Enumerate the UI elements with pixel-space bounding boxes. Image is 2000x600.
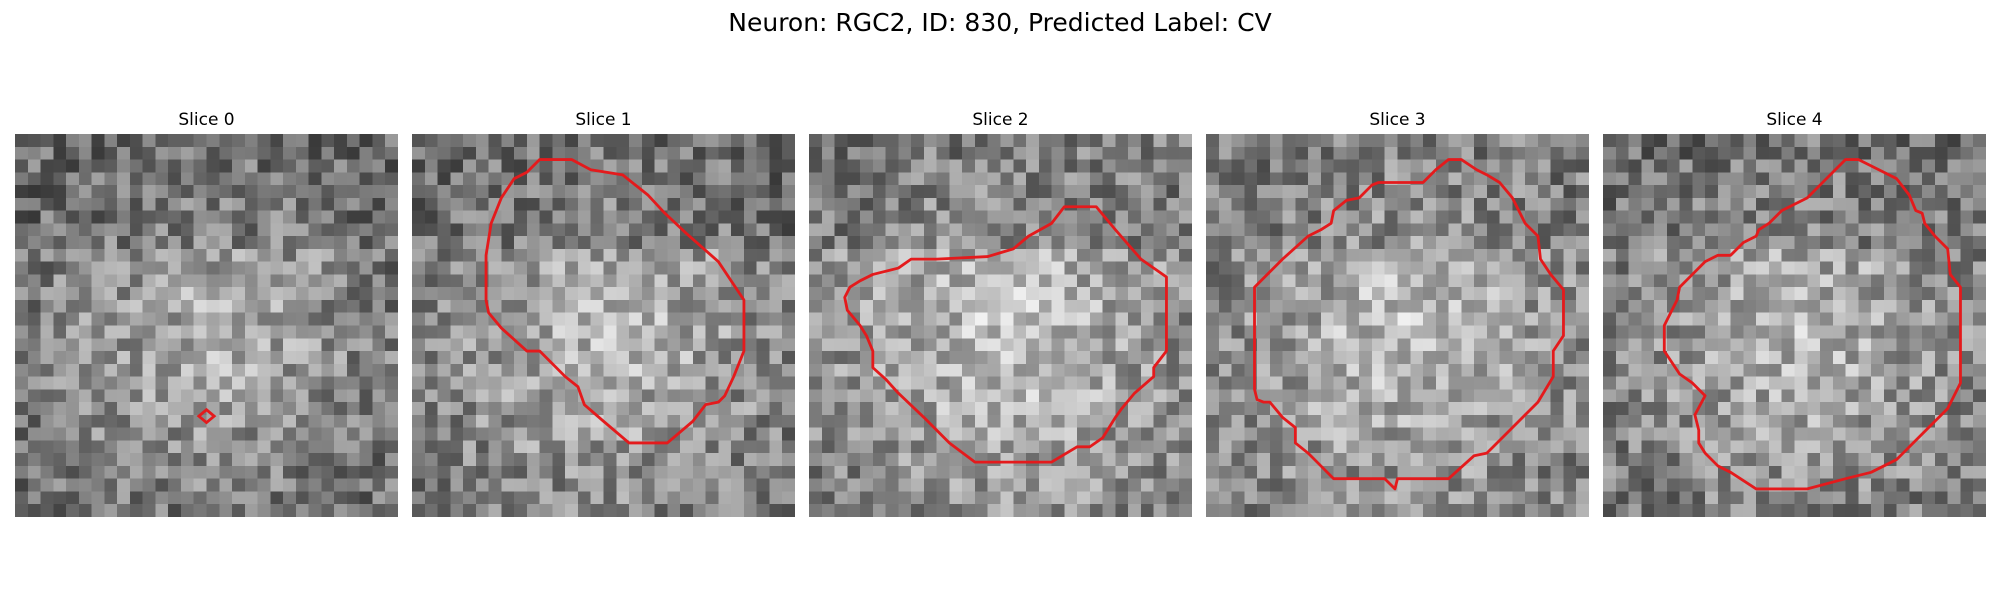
segmentation-contour <box>843 205 1168 464</box>
pixel-grid <box>1206 134 1589 517</box>
contour-overlay <box>843 205 1168 464</box>
segmentation-contour <box>1662 158 1962 491</box>
seed-marker <box>196 407 217 425</box>
slice-image <box>1603 134 1986 517</box>
slice-panel-3: Slice 3 <box>1206 108 1589 518</box>
slice-title: Slice 0 <box>178 110 235 130</box>
contour-overlay <box>196 407 217 425</box>
slice-image <box>15 134 398 517</box>
slice-title: Slice 2 <box>972 110 1029 130</box>
pixel-grid <box>1603 134 1986 517</box>
slice-panel-2: Slice 2 <box>809 108 1192 518</box>
pixel-grid <box>412 134 795 517</box>
slice-image <box>1206 134 1589 517</box>
slice-panel-0: Slice 0 <box>15 108 398 518</box>
contour-overlay <box>1662 158 1962 491</box>
slice-title: Slice 3 <box>1369 110 1426 130</box>
slice-image <box>809 134 1192 517</box>
contour-overlay <box>1253 158 1565 491</box>
segmentation-contour <box>484 158 746 445</box>
slice-panel-4: Slice 4 <box>1603 108 1986 518</box>
slice-image <box>412 134 795 517</box>
slice-title: Slice 4 <box>1766 110 1823 130</box>
pixel-grid <box>15 134 398 517</box>
contour-overlay <box>484 158 746 445</box>
segmentation-contour <box>1253 158 1565 491</box>
figure-title: Neuron: RGC2, ID: 830, Predicted Label: … <box>728 8 1272 37</box>
pixel-grid <box>809 134 1192 517</box>
slice-panel-1: Slice 1 <box>412 108 795 518</box>
slice-title: Slice 1 <box>575 110 632 130</box>
